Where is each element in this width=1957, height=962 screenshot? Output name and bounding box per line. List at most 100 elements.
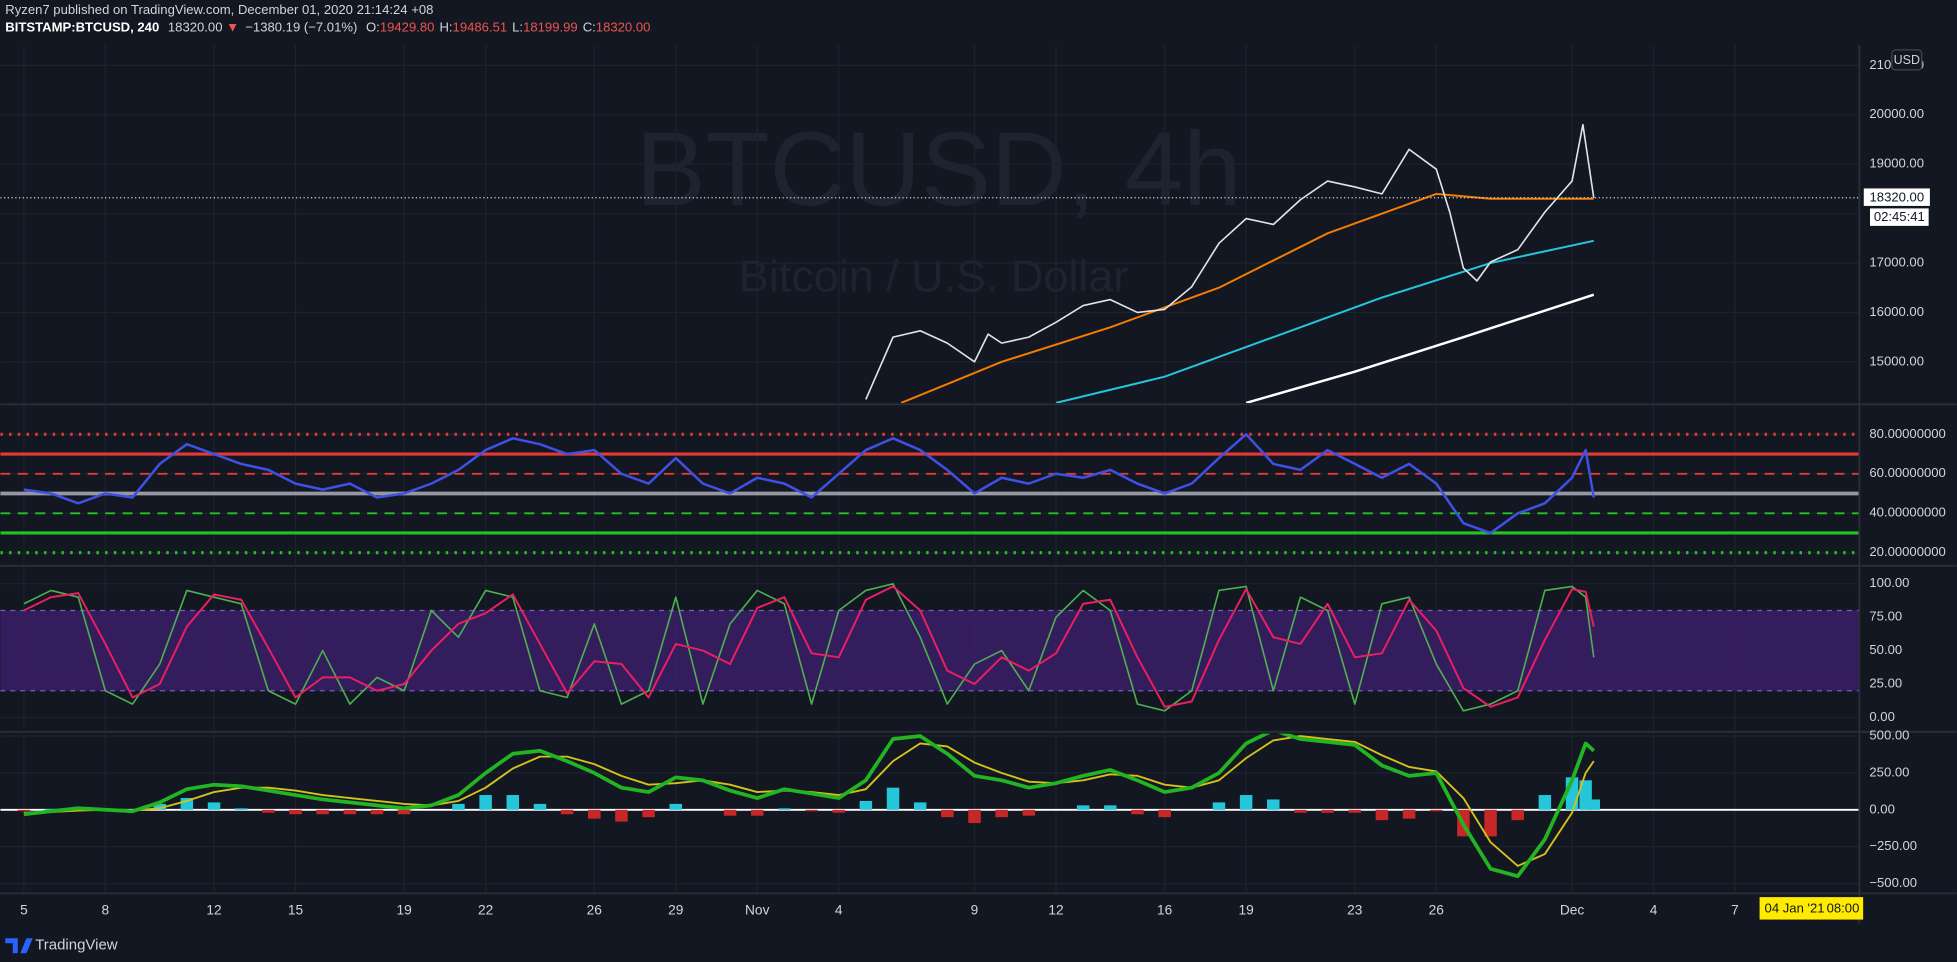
y-tick-label: 20.00000000 (1869, 544, 1945, 559)
y-tick-label: 19000.00 (1869, 156, 1924, 171)
x-tick-label: 19 (397, 902, 412, 917)
ohlc-value: 18199.99 (523, 20, 578, 35)
last-price: 18320.00 (168, 20, 223, 35)
histogram-bar (234, 808, 248, 810)
ohlc-value: 18320.00 (596, 20, 651, 35)
histogram-bar (995, 809, 1008, 818)
histogram-bar (479, 795, 492, 810)
histogram-bar (968, 809, 981, 824)
series-line (23, 735, 1595, 867)
histogram-bar (1402, 809, 1416, 819)
symbol: BITSTAMP:BTCUSD, 240 (5, 20, 159, 35)
date-badge-date: 04 Jan '21 (1765, 900, 1825, 915)
histogram-bar (615, 809, 628, 822)
x-tick-label: 23 (1347, 902, 1363, 917)
histogram-bar (723, 809, 737, 816)
histogram-bar (343, 809, 357, 815)
histogram-bar (750, 809, 764, 816)
watermark: BTCUSD, 4h (636, 111, 1242, 228)
histogram-bar (859, 800, 873, 810)
currency: USD (1894, 53, 1920, 67)
y-tick-label: 17000.00 (1869, 254, 1924, 269)
y-tick-label: 50.00 (1869, 642, 1902, 657)
watermark-subtitle: Bitcoin / U.S. Dollar (739, 250, 1128, 301)
y-tick-label: 60.00000000 (1869, 465, 1945, 480)
histogram-bar (778, 808, 791, 810)
histogram-bar (560, 809, 574, 815)
histogram-bar (1158, 809, 1171, 818)
histogram-bar (1212, 802, 1226, 810)
series-line (1055, 239, 1594, 404)
histogram-bar (262, 809, 275, 813)
x-tick-label: 15 (288, 902, 304, 917)
y-tick-label: 100.00 (1869, 575, 1909, 590)
histogram-bar (669, 803, 682, 810)
series-line (23, 433, 1595, 535)
histogram-bar (1321, 809, 1334, 813)
x-tick-label: 12 (1048, 902, 1063, 917)
y-tick-label: −500.00 (1869, 875, 1917, 890)
band (0, 610, 1860, 691)
histogram-bar (1104, 805, 1117, 810)
panel (0, 44, 1860, 404)
histogram-bar (1484, 809, 1497, 837)
brand-logo (5, 938, 33, 954)
x-tick-label: 26 (1429, 902, 1445, 917)
symbol-line: BITSTAMP:BTCUSD, 240 18320.00 ▼ −1380.19… (5, 20, 650, 35)
y-tick-label: 25.00 (1869, 676, 1902, 691)
x-tick-label: 4 (835, 902, 843, 917)
plot-area (0, 44, 1860, 893)
price-label-box (1862, 187, 1932, 208)
y-tick-label: 75.00 (1869, 609, 1902, 624)
y-tick-label: 15000.00 (1869, 353, 1924, 368)
change-arrow: ▼ (226, 20, 239, 35)
histogram-bar (588, 809, 601, 819)
ohlc-label: H: (439, 20, 452, 35)
histogram-bar (1076, 805, 1090, 810)
x-tick-label: 22 (478, 902, 493, 917)
series-line (23, 583, 1595, 712)
histogram-bar (941, 809, 954, 818)
histogram-bar (1022, 809, 1036, 816)
countdown-box (1868, 207, 1930, 228)
histogram-bar (1348, 809, 1361, 813)
publisher-line: Ryzen7 published on TradingView.com, Dec… (5, 3, 433, 18)
histogram-bar (1375, 809, 1389, 821)
histogram-bar (397, 809, 411, 815)
brand: TradingView (35, 937, 118, 954)
date-badge (1759, 897, 1864, 920)
histogram-bar (1239, 795, 1253, 810)
histogram-bar (805, 809, 818, 812)
x-tick-label: 29 (668, 902, 683, 917)
price-label: 18320.00 (1870, 189, 1925, 204)
y-tick-label: 0.00 (1869, 709, 1894, 724)
x-tick-label: 16 (1157, 902, 1173, 917)
histogram-bar (886, 787, 900, 810)
x-tick-label: 12 (206, 902, 221, 917)
panel (0, 567, 1860, 730)
series-line (23, 585, 1595, 708)
x-tick-label: 26 (587, 902, 603, 917)
y-tick-label: 16000.00 (1869, 304, 1924, 319)
x-tick-label: 5 (20, 902, 28, 917)
y-tick-label: 250.00 (1869, 764, 1909, 779)
histogram-bar (1538, 795, 1552, 810)
histogram-bar (1267, 799, 1280, 810)
ohlc-value: 19486.51 (453, 20, 508, 35)
y-tick-label: 20000.00 (1869, 106, 1924, 121)
histogram-bar (180, 797, 194, 810)
histogram-bar (289, 809, 302, 815)
series-line (865, 123, 1595, 400)
x-tick-label: 4 (1650, 902, 1658, 917)
series-line (1245, 293, 1595, 404)
series-line (900, 192, 1594, 404)
histogram-bar (207, 802, 221, 810)
ohlc-label: L: (512, 20, 523, 35)
histogram-bar (452, 803, 465, 810)
x-tick-label: 8 (102, 902, 110, 917)
ohlc-value: 19429.80 (380, 20, 435, 35)
x-tick-label: Nov (745, 902, 770, 917)
histogram-bar (533, 803, 547, 810)
histogram-bar (506, 795, 520, 810)
